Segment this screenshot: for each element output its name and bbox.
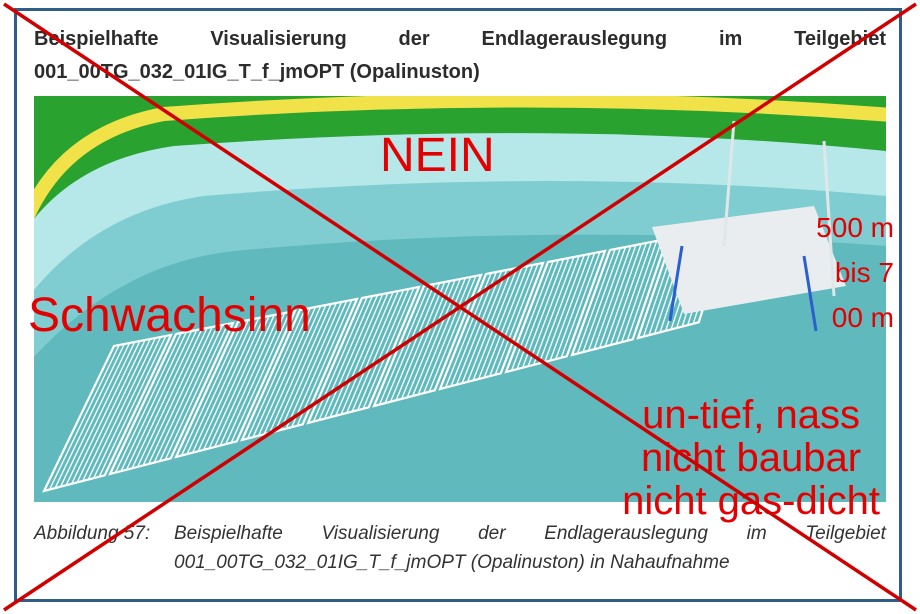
caption-word: Endlagerauslegung bbox=[544, 520, 708, 549]
caption-word: Beispielhafte bbox=[174, 520, 283, 549]
render-svg bbox=[34, 96, 886, 502]
title-word: Endlagerauslegung bbox=[482, 24, 668, 55]
title-word: Teilgebiet bbox=[794, 24, 886, 55]
caption-word: Teilgebiet bbox=[805, 520, 886, 549]
title-word: Visualisierung bbox=[210, 24, 346, 55]
render-3d-area bbox=[34, 96, 886, 502]
figure-canvas: Beispielhafte Visualisierung der Endlagerau… bbox=[0, 0, 920, 614]
caption-body-line1: Beispielhafte Visualisierung der Endlagerau… bbox=[174, 520, 886, 549]
overlay-depth: 500 m bis 7 00 m bbox=[816, 206, 894, 340]
depth-line-2: bis 7 bbox=[816, 251, 894, 296]
title-word: Beispielhafte bbox=[34, 24, 158, 55]
title-line-1: Beispielhafte Visualisierung der Endlagerau… bbox=[34, 24, 886, 55]
caption-label: Abbildung 57: bbox=[34, 520, 174, 549]
caption-word: Visualisierung bbox=[321, 520, 439, 549]
title-word: im bbox=[719, 24, 742, 55]
figure-caption: Abbildung 57: Beispielhafte Visualisierun… bbox=[34, 520, 886, 577]
figure-title: Beispielhafte Visualisierung der Endlagerau… bbox=[34, 24, 886, 88]
title-line-2: 001_00TG_032_01IG_T_f_jmOPT (Opalinuston… bbox=[34, 57, 886, 88]
depth-line-3: 00 m bbox=[816, 296, 894, 341]
depth-line-1: 500 m bbox=[816, 206, 894, 251]
caption-body-line2: 001_00TG_032_01IG_T_f_jmOPT (Opalinuston… bbox=[34, 549, 886, 578]
title-word: der bbox=[399, 24, 430, 55]
caption-word: der bbox=[478, 520, 505, 549]
caption-word: im bbox=[747, 520, 767, 549]
